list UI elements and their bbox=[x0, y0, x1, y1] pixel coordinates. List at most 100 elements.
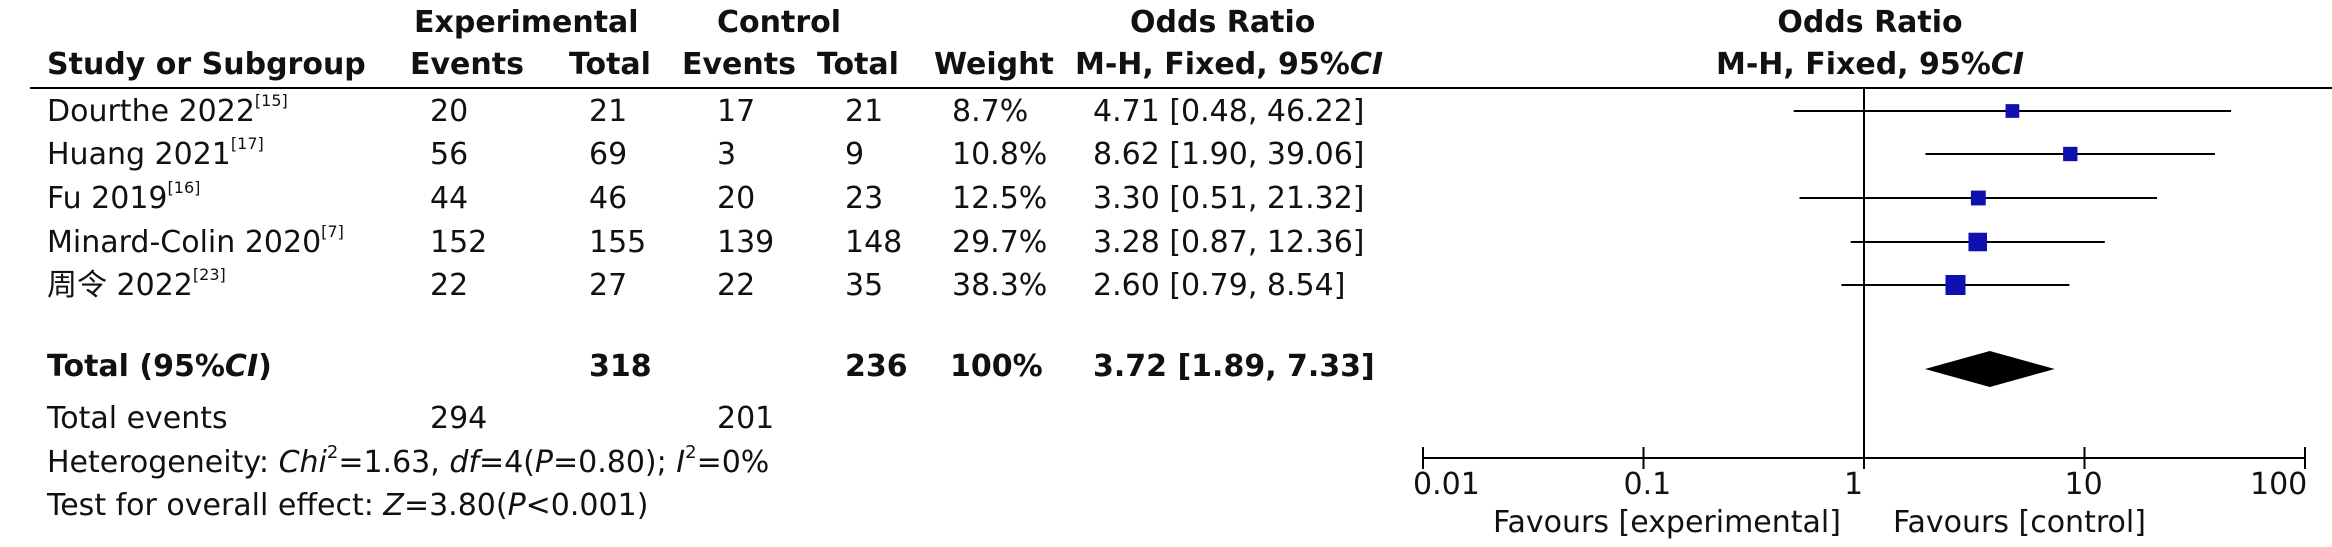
oe-p: P bbox=[507, 488, 526, 523]
x-axis-tick-label: 1 bbox=[1844, 467, 1864, 502]
header-odds-ratio: Odds Ratio bbox=[1130, 5, 1316, 40]
study-name: 周令 2022[23] bbox=[47, 267, 226, 303]
header-method-prefix: M-H, Fixed, 95% bbox=[1075, 47, 1350, 82]
header-exp-events: Events bbox=[410, 47, 524, 82]
study-weight: 12.5% bbox=[952, 181, 1048, 216]
study-name: Huang 2021[17] bbox=[47, 136, 264, 170]
header-study: Study or Subgroup bbox=[47, 47, 366, 82]
header-method-ci: CI bbox=[1349, 47, 1384, 82]
study-exp-total: 46 bbox=[589, 181, 628, 216]
study-ref: [7] bbox=[321, 222, 344, 241]
het-i: I bbox=[676, 445, 686, 480]
total-ctl-total: 236 bbox=[845, 349, 908, 384]
study-exp-total: 27 bbox=[589, 268, 628, 303]
study-exp-total: 155 bbox=[589, 225, 647, 260]
oe-z: Z bbox=[383, 488, 404, 523]
study-name-text: Minard-Colin 2020 bbox=[47, 225, 322, 260]
study-weight: 8.7% bbox=[952, 94, 1029, 129]
study-or-text: 2.60 [0.79, 8.54] bbox=[1093, 268, 1346, 303]
oe-label: Test for overall effect: bbox=[47, 488, 384, 523]
total-label-suffix: ) bbox=[258, 349, 272, 384]
study-ctl-total: 21 bbox=[845, 94, 884, 129]
study-exp-events: 44 bbox=[430, 181, 469, 216]
study-name-text: Dourthe 2022 bbox=[47, 94, 255, 129]
study-weight: 10.8% bbox=[952, 137, 1048, 172]
plot-subtitle: M-H, Fixed, 95%CI bbox=[1570, 50, 2170, 80]
study-name: Minard-Colin 2020[7] bbox=[47, 224, 344, 260]
study-ctl-total: 23 bbox=[845, 181, 884, 216]
study-square bbox=[2063, 146, 2078, 162]
total-label-prefix: Total (95% bbox=[47, 349, 225, 384]
study-name-text: Fu 2019 bbox=[47, 181, 168, 216]
study-ref: [23] bbox=[192, 265, 226, 284]
study-or-text: 8.62 [1.90, 39.06] bbox=[1093, 137, 1365, 172]
study-ref: [15] bbox=[254, 91, 288, 110]
total-label-ci: CI bbox=[224, 349, 259, 384]
plot-title: Odds Ratio bbox=[1777, 5, 1963, 40]
study-exp-events: 20 bbox=[430, 94, 469, 129]
header-ctl-total: Total bbox=[817, 47, 899, 82]
study-square bbox=[1970, 190, 1986, 206]
total-or-text: 3.72 [1.89, 7.33] bbox=[1093, 349, 1375, 384]
heterogeneity-text: Heterogeneity: Chi2=1.63, df=4(P=0.80); … bbox=[47, 444, 770, 480]
study-ref: [16] bbox=[167, 178, 201, 197]
header-experimental: Experimental bbox=[414, 5, 639, 40]
study-ctl-events: 20 bbox=[717, 181, 756, 216]
het-p-val: =0.80); bbox=[552, 445, 677, 480]
total-events-label: Total events bbox=[47, 401, 228, 436]
pooled-diamond bbox=[1924, 351, 2055, 387]
het-p: P bbox=[534, 445, 553, 480]
overall-effect-text: Test for overall effect: Z=3.80(P<0.001) bbox=[47, 491, 648, 521]
study-weight: 29.7% bbox=[952, 225, 1048, 260]
study-ctl-events: 3 bbox=[717, 137, 737, 172]
x-axis-tick-label: 10 bbox=[2064, 467, 2103, 502]
study-exp-total: 69 bbox=[589, 137, 628, 172]
favours-experimental: Favours [experimental] bbox=[1493, 505, 1841, 540]
het-chi-val: =1.63, bbox=[338, 445, 450, 480]
study-exp-events: 152 bbox=[430, 225, 488, 260]
total-events-ctl: 201 bbox=[717, 401, 775, 436]
total-weight: 100% bbox=[950, 349, 1043, 384]
study-ref: [17] bbox=[230, 134, 264, 153]
study-ctl-total: 9 bbox=[845, 137, 865, 172]
total-events-exp: 294 bbox=[430, 401, 488, 436]
study-exp-events: 22 bbox=[430, 268, 469, 303]
study-or-text: 3.28 [0.87, 12.36] bbox=[1093, 225, 1365, 260]
study-name: Fu 2019[16] bbox=[47, 180, 200, 216]
het-chi-sup: 2 bbox=[326, 442, 339, 463]
study-name: Dourthe 2022[15] bbox=[47, 93, 288, 129]
header-method: M-H, Fixed, 95%CI bbox=[1075, 50, 1383, 80]
study-ctl-total: 148 bbox=[845, 225, 903, 260]
study-ctl-events: 22 bbox=[717, 268, 756, 303]
study-ctl-total: 35 bbox=[845, 268, 884, 303]
favours-control: Favours [control] bbox=[1893, 505, 2146, 540]
total-exp-total: 318 bbox=[589, 349, 652, 384]
het-df-val: =4( bbox=[478, 445, 535, 480]
study-square bbox=[1968, 232, 1988, 252]
plot-subtitle-ci: CI bbox=[1990, 47, 2025, 82]
het-i-val: =0% bbox=[696, 445, 770, 480]
study-or-text: 4.71 [0.48, 46.22] bbox=[1093, 94, 1365, 129]
total-label: Total (95%CI) bbox=[47, 352, 272, 382]
header-ctl-events: Events bbox=[682, 47, 796, 82]
study-ctl-events: 139 bbox=[717, 225, 775, 260]
study-ctl-events: 17 bbox=[717, 94, 756, 129]
het-chi: Chi bbox=[278, 445, 327, 480]
study-exp-total: 21 bbox=[589, 94, 628, 129]
het-i-sup: 2 bbox=[685, 442, 697, 463]
header-weight: Weight bbox=[934, 47, 1054, 82]
study-exp-events: 56 bbox=[430, 137, 469, 172]
study-square bbox=[2005, 104, 2020, 118]
study-square bbox=[1945, 275, 1966, 295]
plot-subtitle-text: M-H, Fixed, 95% bbox=[1715, 47, 1991, 82]
x-axis-tick-label: 0.01 bbox=[1413, 467, 1480, 502]
het-df: df bbox=[449, 445, 479, 480]
header-exp-total: Total bbox=[569, 47, 651, 82]
oe-z-val: =3.80( bbox=[403, 488, 508, 523]
header-control: Control bbox=[717, 5, 842, 40]
oe-p-val: <0.001) bbox=[525, 488, 649, 523]
study-name-text: 周令 2022 bbox=[47, 268, 193, 303]
x-axis-tick-label: 100 bbox=[2250, 467, 2308, 502]
het-label: Heterogeneity: bbox=[47, 445, 279, 480]
